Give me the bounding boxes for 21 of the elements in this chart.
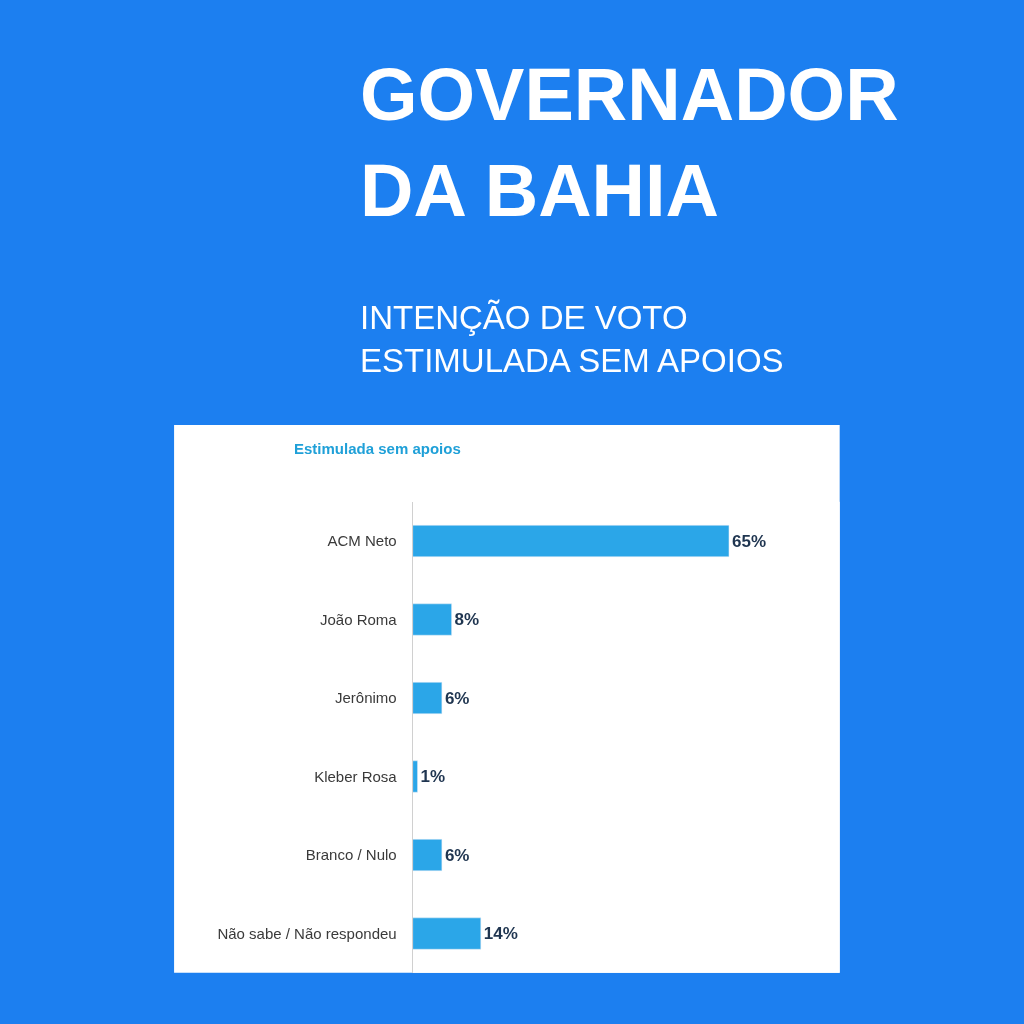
- data-label: 6%: [444, 845, 470, 865]
- text: Estimulada sem apoios: [294, 440, 461, 457]
- y-tick-label: Não sabe / Não respondeu: [217, 924, 397, 942]
- bar: [412, 760, 418, 793]
- y-tick-label: João Roma: [319, 610, 398, 628]
- bar: [412, 917, 482, 950]
- data-label: 8%: [454, 610, 480, 630]
- data-label: 65%: [731, 531, 766, 551]
- data-label: 14%: [483, 924, 518, 944]
- bar: [412, 525, 730, 557]
- chart-title: GOVERNADOR DA BAHIA: [360, 53, 899, 233]
- bar: [412, 682, 443, 714]
- y-tick-label: Branco / Nulo: [305, 846, 397, 864]
- data-label: 1%: [420, 767, 446, 787]
- y-tick-label: Jerônimo: [334, 689, 397, 707]
- y-tick-label: ACM Neto: [327, 532, 397, 550]
- bar: [412, 603, 452, 636]
- data-label: 6%: [444, 688, 470, 708]
- chart-subtitle: INTENÇÃO DE VOTO ESTIMULADA SEM APOIOS: [360, 299, 784, 379]
- y-tick-label: Kleber Rosa: [314, 767, 398, 785]
- bar: [412, 839, 443, 871]
